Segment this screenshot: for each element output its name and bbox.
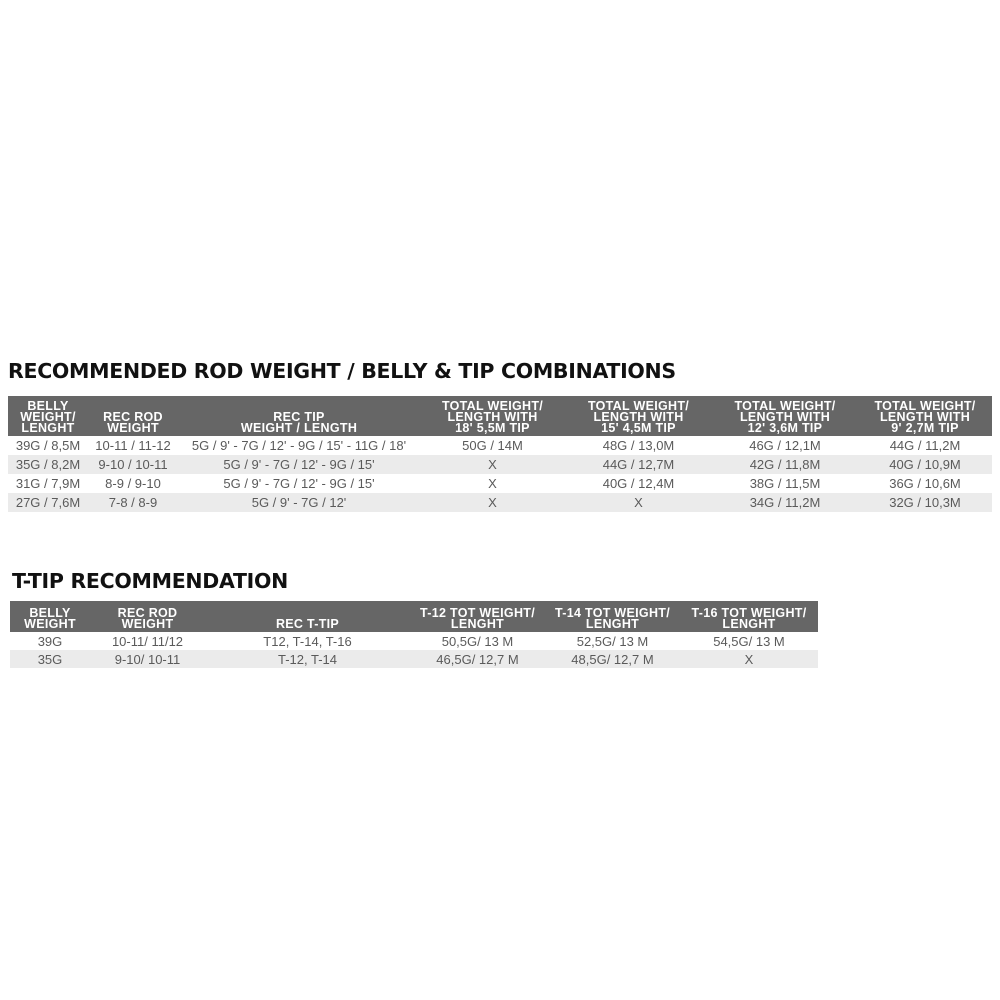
column-header-line: WEIGHT/ [20,410,76,424]
table-cell: 9-10 / 10-11 [88,455,178,474]
column-header-line: LENGHT [585,617,640,631]
column-header-line: LENGHT [21,421,75,435]
column-header-line: LENGTH WITH [593,410,684,424]
header-row: BELLY WEIGHT REC ROD WEIGHT REC T-TIP T-12 TO… [10,601,818,632]
column-header-line: T-14 TOT WEIGHT/ [555,606,670,620]
combinations-title: RECOMMENDED ROD WEIGHT / BELLY & TIP COM… [8,359,676,383]
column-header: TOTAL WEIGHT/LENGTH WITH 18' 5,5M TIP [420,396,565,436]
table-cell: 44G / 11,2M [889,438,961,453]
column-header-line: LENGTH WITH [879,410,971,424]
column-header: T-12 TOT WEIGHT/LENGHT [410,601,545,632]
table-row: 35G 9-10/ 10-11 T-12, T-14 46,5G/ 12,7 M 48,… [10,650,818,668]
t-tip-title: T-TIP RECOMMENDATION [12,569,288,593]
table-cell: 46,5G/ 12,7 M [410,650,545,668]
table-cell: X [680,650,818,668]
table-cell: X [565,493,712,512]
table-cell: 44G / 12,7M [565,455,712,474]
table-cell: 10-11 / 11-12 [95,438,171,453]
column-header-line: LENGTH WITH [739,410,831,424]
table-cell: 32G / 10,3M [858,493,992,512]
t-tip-recommendation-table: BELLY WEIGHT REC ROD WEIGHT REC T-TIP T-12 TO… [10,601,818,668]
table-cell: 54,5G/ 13 M [713,633,785,649]
column-header-line: TOTAL WEIGHT/ [587,399,690,413]
table-cell: 48,5G/ 12,7 M [545,650,680,668]
column-header-line: LENGHT [722,617,776,631]
column-header-line: 9' 2,7M TIP [891,421,959,435]
table-row: 35G / 8,2M 9-10 / 10-11 5G / 9' - 7G / 12'… [8,455,992,474]
column-header-line: T-16 TOT WEIGHT/ [691,606,807,620]
column-header: T-14 TOT WEIGHT/LENGHT [545,601,680,632]
column-header-line: WEIGHT [121,617,174,631]
table-cell: 27G / 7,6M [8,493,88,512]
table-cell: 40G / 10,9M [858,455,992,474]
column-header-line: T-12 TOT WEIGHT/ [420,606,535,620]
table-cell: 46G / 12,1M [749,438,821,453]
column-header-line: REC ROD [103,410,163,424]
table-cell: 39G [37,633,63,649]
table-cell: 50,5G/ 13 M [441,633,514,649]
column-header-line: REC T-TIP [275,617,340,631]
column-header-line: LENGTH WITH [447,410,538,424]
table-cell: 5G / 9' - 7G / 12' [178,493,420,512]
column-header-line: TOTAL WEIGHT/ [441,399,544,413]
column-header: REC TIP WEIGHT / LENGTH [178,396,420,436]
column-header: TOTAL WEIGHT/LENGTH WITH 15' 4,5M TIP [565,396,712,436]
column-header-line: WEIGHT [107,421,159,435]
table-cell: 5G / 9' - 7G / 12' - 9G / 15' - 11G / 18… [191,438,407,453]
rod-weight-combinations-table: BELLY WEIGHT/LENGHT REC ROD WEIGHT REC TIP WE… [8,396,992,512]
column-header-line: WEIGHT / LENGTH [240,421,358,435]
table-cell: 8-9 / 9-10 [105,476,161,491]
column-header-line: REC ROD [117,606,178,620]
column-header-line: BELLY [29,606,71,620]
column-header-line: BELLY [27,399,69,413]
column-header: REC ROD WEIGHT [90,601,205,632]
table-cell: 38G / 11,5M [749,476,821,491]
table-cell: 31G / 7,9M [15,476,81,491]
table-cell: 10-11/ 11/12 [111,633,184,649]
table-cell: X [488,476,497,491]
table-cell: 36G / 10,6M [889,476,961,491]
table-cell: X [420,455,565,474]
table-cell: 40G / 12,4M [602,476,675,491]
table-cell: 7-8 / 8-9 [88,493,178,512]
column-header: TOTAL WEIGHT/LENGTH WITH 12' 3,6M TIP [712,396,858,436]
column-header-line: TOTAL WEIGHT/ [734,399,836,413]
column-header: T-16 TOT WEIGHT/LENGHT [680,601,818,632]
table-cell: 35G [10,650,90,668]
column-header-line: 18' 5,5M TIP [455,421,530,435]
table-cell: 5G / 9' - 7G / 12' - 9G / 15' [223,476,375,491]
table-cell: 48G / 13,0M [602,438,675,453]
column-header: REC ROD WEIGHT [88,396,178,436]
table-row: 39G / 8,5M 10-11 / 11-12 5G / 9' - 7G / 12… [8,436,992,455]
table-cell: 5G / 9' - 7G / 12' - 9G / 15' [178,455,420,474]
column-header: BELLY WEIGHT/LENGHT [8,396,88,436]
table-cell: T12, T-14, T-16 [263,633,352,649]
column-header-line: 15' 4,5M TIP [601,421,676,435]
column-header: TOTAL WEIGHT/LENGTH WITH 9' 2,7M TIP [858,396,992,436]
table-row: 27G / 7,6M 7-8 / 8-9 5G / 9' - 7G / 12' X X 3… [8,493,992,512]
column-header-line: 12' 3,6M TIP [747,421,823,435]
table-cell: 34G / 11,2M [712,493,858,512]
table-cell: 9-10/ 10-11 [90,650,205,668]
table-cell: T-12, T-14 [205,650,410,668]
column-header-line: TOTAL WEIGHT/ [874,399,976,413]
table-row: 39G 10-11/ 11/12 T12, T-14, T-16 50,5G/ 13 … [10,632,818,650]
table-cell: X [420,493,565,512]
column-header-line: LENGHT [450,617,505,631]
table-cell: 35G / 8,2M [8,455,88,474]
column-header-line: WEIGHT [24,617,76,631]
table-cell: 52,5G/ 13 M [576,633,649,649]
table-cell: 39G / 8,5M [15,438,81,453]
column-header-line: REC TIP [273,410,325,424]
table-cell: 50G / 14M [462,438,523,453]
header-row: BELLY WEIGHT/LENGHT REC ROD WEIGHT REC TIP WE… [8,396,992,436]
column-header: BELLY WEIGHT [10,601,90,632]
table-cell: 42G / 11,8M [712,455,858,474]
column-header: REC T-TIP [205,601,410,632]
table-row: 31G / 7,9M 8-9 / 9-10 5G / 9' - 7G / 12' -… [8,474,992,493]
